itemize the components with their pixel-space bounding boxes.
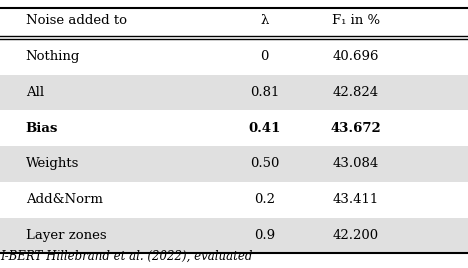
Text: λ: λ [260,14,269,27]
Text: Weights: Weights [26,157,79,170]
Text: I-BERT Hillebrand et al. (2022), evaluated: I-BERT Hillebrand et al. (2022), evaluat… [0,250,252,263]
Text: 43.672: 43.672 [330,122,381,135]
Text: All: All [26,86,44,99]
Text: 0.9: 0.9 [254,229,275,242]
Text: Noise added to: Noise added to [26,14,127,27]
Text: Add&Norm: Add&Norm [26,193,102,206]
Text: 0.41: 0.41 [248,122,281,135]
Text: 0.81: 0.81 [250,86,279,99]
Text: 42.824: 42.824 [333,86,379,99]
Bar [0,218,468,253]
Text: 0: 0 [260,50,269,63]
Text: 42.200: 42.200 [333,229,379,242]
Text: Nothing: Nothing [26,50,80,63]
Text: 0.50: 0.50 [250,157,279,170]
Text: 0.2: 0.2 [254,193,275,206]
Text: 43.411: 43.411 [333,193,379,206]
Text: F₁ in %: F₁ in % [332,14,380,27]
Text: Layer zones: Layer zones [26,229,106,242]
Text: 40.696: 40.696 [332,50,379,63]
Text: Bias: Bias [26,122,58,135]
Bar [0,146,468,182]
Bar [0,75,468,110]
Text: 43.084: 43.084 [333,157,379,170]
